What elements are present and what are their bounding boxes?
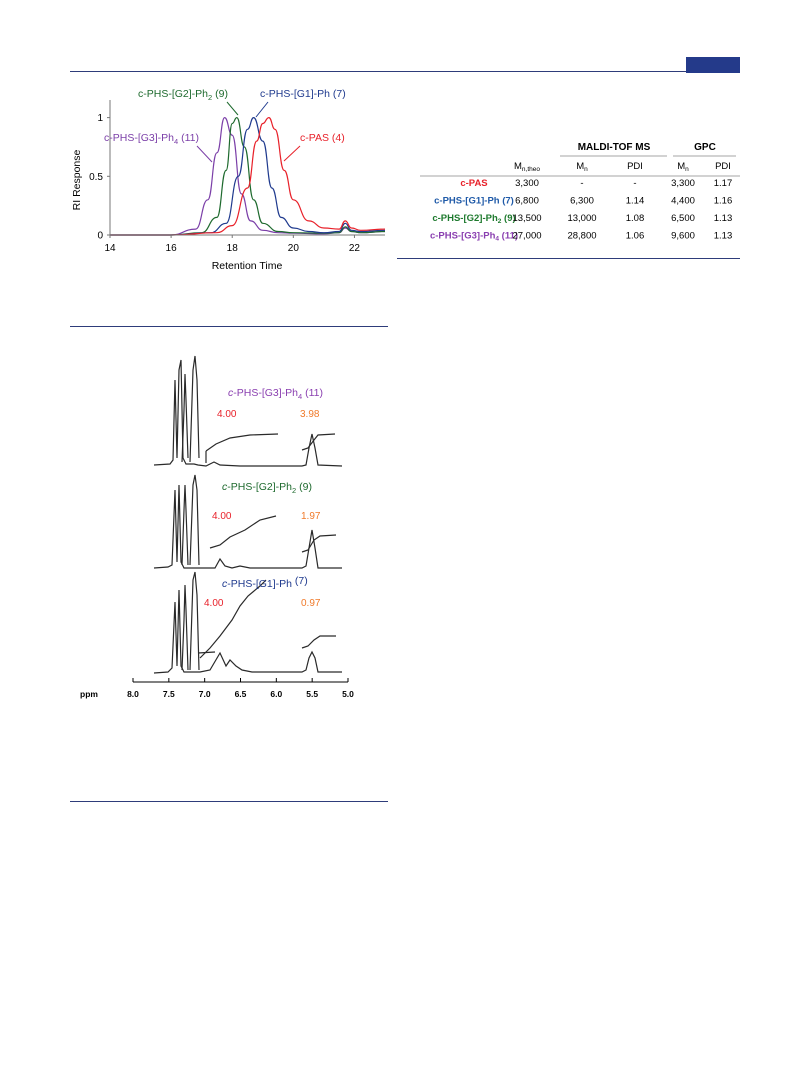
y-ticks: 00.51 (89, 113, 110, 242)
table-cell-3-4: 1.13 (714, 231, 733, 242)
nmr-tick-label-4: 6.0 (270, 689, 282, 699)
gpc-series-line-3 (110, 116, 386, 236)
table-body: c-PAS 3,300- -3,300 1.17c-PHS-[G1]-Ph (7) 6,… (430, 178, 732, 243)
nmr-aromatic-peak-g2a (181, 484, 189, 566)
nmr-integral-left-base-g1 (197, 651, 216, 654)
table-cell-0-4: 1.17 (714, 178, 733, 189)
legend-label-cpas: c-PAS (4) (300, 132, 345, 144)
table-cell-3-2: 1.06 (626, 231, 645, 242)
table-cell-2-1: 13,000 (567, 213, 596, 224)
table-cell-0-2: - (633, 178, 636, 189)
legend-leader-cpas (283, 145, 301, 162)
nmr-ppm-ticks: 8.0 7.5 7.0 6.5 6.0 5.5 5.0 (127, 678, 354, 699)
section-rule-1 (70, 326, 388, 327)
legend-label-g1: c-PHS-[G1]-Ph (7) (260, 88, 346, 100)
gpc-chart: 14 16 18 20 22 00.51 Retention Time RI Respo… (71, 88, 386, 272)
nmr-tick-label-6: 5.0 (342, 689, 354, 699)
nmr-integral-left-value-g1: 4.00 (204, 598, 224, 609)
legend-leader-g2 (226, 101, 239, 116)
table-group-header-gpc: GPC (694, 142, 716, 153)
x-tick-label-1: 16 (166, 243, 178, 254)
nmr-integral-right-g3 (301, 433, 336, 451)
nmr-trace-g1 (153, 589, 342, 674)
nmr-tick-label-2: 7.0 (199, 689, 211, 699)
nmr-aromatic-peak-g2b (189, 474, 200, 566)
nmr-integral-right-g2 (301, 534, 337, 553)
y-axis-label: RI Response (71, 149, 83, 210)
table-cell-2-3: 6,500 (671, 213, 695, 224)
table-group-header-maldi: MALDI-TOF MS (578, 142, 651, 153)
table-subheader-mn-theo: Mn,theo (514, 161, 540, 173)
gpc-series-line-1 (110, 116, 386, 236)
nmr-label-g1: c-PHS-[G1]-Ph (7) (222, 575, 308, 590)
nmr-tick-label-1: 7.5 (163, 689, 175, 699)
data-table: MALDI-TOF MS GPC Mn,theo Mn PDI Mn PDI c… (420, 142, 740, 243)
table-cell-3-3: 9,600 (671, 231, 695, 242)
legend-label-g2: c-PHS-[G2]-Ph2 (9) (138, 88, 228, 102)
nmr-aromatic-peak-g1b (189, 571, 200, 671)
nmr-aromatic-peak-g1a (181, 584, 189, 671)
table-cell-1-2: 1.14 (626, 196, 645, 207)
legend-label-g3: c-PHS-[G3]-Ph4 (11) (104, 132, 199, 146)
table-cell-2-4: 1.13 (714, 213, 733, 224)
table-cell-2-2: 1.08 (626, 213, 645, 224)
gpc-series-group (110, 116, 386, 236)
table-cell-2-0: 13,500 (512, 213, 541, 224)
nmr-integral-left-value-g2: 4.00 (212, 511, 232, 522)
gpc-series-line-2 (110, 116, 386, 236)
table-cell-3-1: 28,800 (567, 231, 596, 242)
table-subheader-mn-gpc: Mn (677, 161, 689, 173)
table-row-label-0: c-PAS (460, 178, 487, 189)
table-cell-1-3: 4,400 (671, 196, 695, 207)
table-row-label-1: c-PHS-[G1]-Ph (7) (434, 196, 514, 207)
nmr-integral-left-g1 (199, 579, 267, 659)
y-tick-label-2: 1 (97, 113, 103, 124)
nmr-tick-label-5: 5.5 (306, 689, 318, 699)
table-subheader-pdi-gpc: PDI (715, 161, 731, 172)
table-subheader-mn-maldi: Mn (576, 161, 588, 173)
nmr-label-g2: c-PHS-[G2]-Ph2 (9) (222, 481, 312, 495)
legend-leader-g1 (255, 101, 269, 118)
table-cell-0-1: - (580, 178, 583, 189)
nmr-integral-right-value-g2: 1.97 (301, 511, 321, 522)
table-cell-0-3: 3,300 (671, 178, 695, 189)
nmr-integral-right-value-g1: 0.97 (301, 598, 321, 609)
page-tab-marker (686, 57, 740, 73)
section-rule-2 (70, 801, 388, 802)
nmr-spectra (153, 355, 343, 674)
nmr-tick-label-0: 8.0 (127, 689, 139, 699)
x-axis-label: Retention Time (212, 260, 283, 272)
table-subheader-pdi-maldi: PDI (627, 161, 643, 172)
x-tick-label-2: 18 (227, 243, 239, 254)
nmr-integral-left-value-g3: 4.00 (217, 409, 237, 420)
nmr-integral-left-g2 (209, 515, 277, 549)
x-tick-label-3: 20 (288, 243, 300, 254)
nmr-tick-label-3: 6.5 (235, 689, 247, 699)
table-row-label-3: c-PHS-[G3]-Ph4 (11) (430, 231, 518, 243)
nmr-aromatic-peak-g3a (181, 373, 189, 463)
y-tick-label-1: 0.5 (89, 172, 103, 183)
x-tick-label-0: 14 (104, 243, 116, 254)
nmr-label-g3: c-PHS-[G3]-Ph4 (11) (228, 387, 323, 401)
legend-leader-g3 (196, 145, 213, 163)
table-cell-1-4: 1.16 (714, 196, 733, 207)
nmr-integral-left-g3 (205, 433, 279, 452)
nmr-figure: c-PHS-[G3]-Ph4 (11) 4.00 3.98 c-PHS-[G2]… (80, 355, 354, 699)
table-cell-3-0: 27,000 (512, 231, 541, 242)
x-tick-label-4: 22 (349, 243, 361, 254)
table-cell-1-0: 6,800 (515, 196, 539, 207)
y-tick-label-0: 0 (97, 231, 103, 242)
nmr-ppm-label: ppm (80, 689, 98, 699)
table-cell-1-1: 6,300 (570, 196, 594, 207)
nmr-integral-right-g1 (301, 635, 336, 649)
table-row-label-2: c-PHS-[G2]-Ph2 (9) (432, 213, 515, 225)
nmr-aromatic-peak-g3b (189, 355, 200, 463)
table-cell-0-0: 3,300 (515, 178, 539, 189)
gpc-series-line-0 (110, 116, 386, 236)
header-rule (70, 71, 740, 72)
nmr-integral-right-value-g3: 3.98 (300, 409, 320, 420)
table-bottom-rule (397, 258, 740, 259)
nmr-trace-g2 (153, 484, 342, 569)
x-ticks: 14 16 18 20 22 (104, 235, 360, 254)
